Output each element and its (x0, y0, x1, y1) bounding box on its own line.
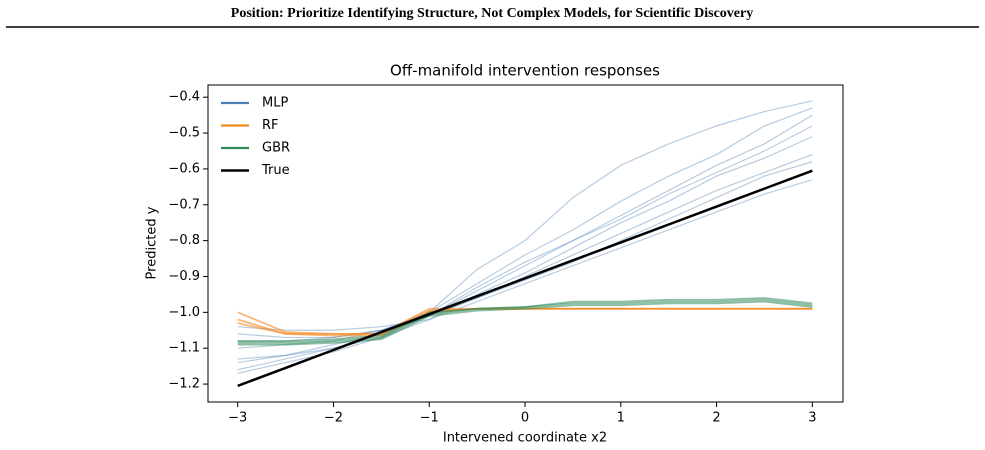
y-tick-label: −0.9 (168, 269, 200, 284)
x-tick-label: 3 (808, 411, 816, 426)
chart-title: Off-manifold intervention responses (390, 62, 660, 80)
line-mlp (237, 136, 813, 331)
x-axis-label: Intervened coordinate x2 (443, 431, 607, 446)
y-tick-label: −1.2 (168, 377, 200, 392)
x-tick-label: 2 (712, 411, 720, 426)
legend-label: True (261, 163, 290, 178)
line-rf (237, 307, 813, 337)
y-tick-label: −0.6 (168, 161, 200, 176)
x-tick-label: 0 (521, 411, 529, 426)
line-mlp (237, 161, 813, 342)
y-tick-label: −0.4 (168, 90, 200, 105)
line-mlp (237, 179, 813, 374)
axes-frame (207, 84, 844, 403)
legend: MLP RF GBR True (221, 96, 290, 178)
y-tick-label: −1.1 (168, 341, 200, 356)
legend-label: GBR (262, 141, 290, 156)
y-tick-label: −0.8 (168, 233, 200, 248)
x-tick-label: −1 (420, 411, 439, 426)
line-mlp (237, 125, 813, 339)
line-mlp (237, 107, 813, 349)
line-mlp (237, 114, 813, 371)
y-axis-label: Predicted y (145, 206, 160, 279)
legend-label: MLP (262, 96, 288, 111)
x-tick-label: −2 (324, 411, 343, 426)
y-tick-label: −0.5 (168, 126, 200, 141)
y-tick-label: −0.7 (168, 197, 200, 212)
line-gbr (237, 298, 813, 344)
y-tick-label: −1.0 (168, 305, 200, 320)
legend-label: RF (262, 118, 279, 133)
x-tick-label: 1 (617, 411, 625, 426)
line-true (237, 169, 813, 388)
x-tick-label: −3 (228, 411, 247, 426)
plot-area: −3 −2 −1 0 1 2 3 −0.4 −0.5 −0.6 −0.7 −0.8 −0.9 −1.0 −1… (168, 90, 816, 426)
line-mlp (237, 100, 813, 360)
running-header: Position: Prioritize Identifying Structu… (231, 6, 753, 21)
line-mlp (237, 154, 813, 364)
line-gbr (237, 300, 813, 346)
